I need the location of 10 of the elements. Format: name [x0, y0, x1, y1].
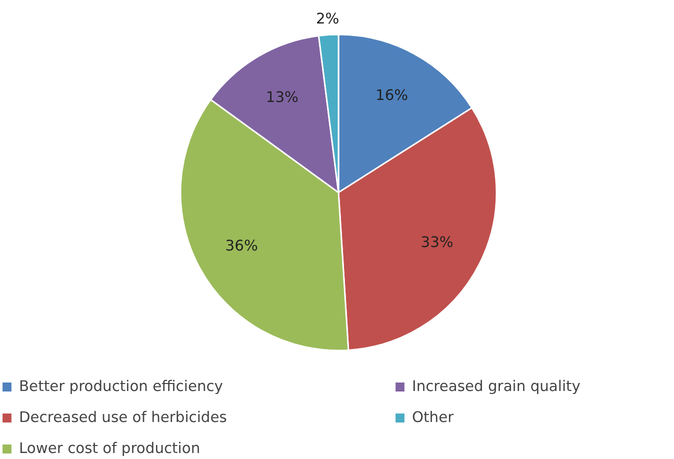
legend-label: Lower cost of production [19, 440, 202, 457]
data-label: 13% [266, 88, 299, 106]
data-label: 33% [420, 234, 454, 252]
legend-label: Increased grain quality [412, 378, 582, 395]
legend-label: Better production efficiency [19, 378, 224, 395]
legend-label: Decreased use of herbicides [19, 409, 228, 426]
legend-label: Other [412, 409, 455, 426]
data-label: 16% [375, 87, 408, 104]
data-label: 2% [316, 10, 340, 28]
data-label: 36% [225, 237, 258, 254]
